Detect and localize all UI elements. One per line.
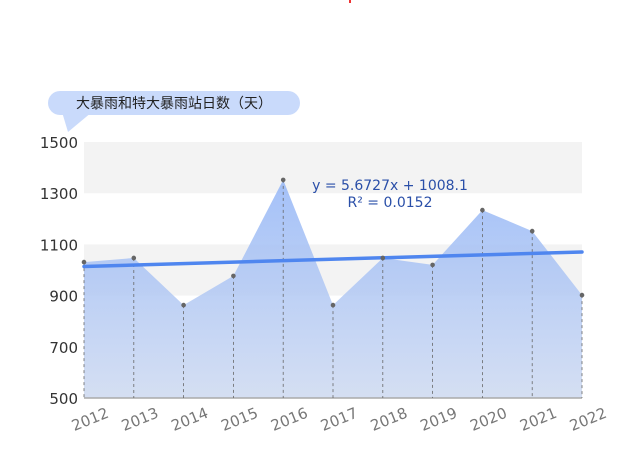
trend-r2: R² = 0.0152	[348, 195, 433, 211]
data-point	[280, 177, 286, 183]
x-tick-label: 2022	[567, 404, 609, 435]
data-point	[181, 302, 186, 308]
data-point	[380, 255, 386, 261]
x-tick-label: 2013	[119, 404, 161, 435]
x-tick-label: 2016	[268, 404, 310, 435]
y-tick-label: 1300	[40, 185, 78, 203]
x-tick-label: 2014	[169, 404, 211, 435]
x-tick-label: 2021	[517, 404, 559, 435]
x-tick-label: 2017	[318, 404, 360, 435]
y-tick-label: 900	[49, 288, 78, 306]
x-tick-label: 2018	[368, 404, 410, 435]
x-tick-label: 2020	[467, 404, 509, 435]
area-series	[84, 179, 582, 398]
data-point	[529, 228, 535, 234]
data-point	[579, 292, 585, 298]
red-mark	[349, 0, 351, 3]
title-bubble: 大暴雨和特大暴雨站日数（天）	[48, 91, 300, 132]
chart-title: 大暴雨和特大暴雨站日数（天）	[76, 96, 272, 112]
x-tick-label: 2012	[69, 404, 111, 435]
data-point	[330, 302, 336, 308]
data-point	[480, 207, 485, 213]
y-tick-label: 1500	[40, 134, 78, 152]
grid-band	[84, 142, 582, 194]
x-tick-label: 2015	[218, 404, 260, 435]
data-point	[231, 273, 236, 279]
trendline	[82, 250, 584, 269]
x-tick-label: 2019	[418, 404, 460, 435]
y-tick-label: 700	[49, 339, 78, 357]
trend-equation: y = 5.6727x + 1008.1	[312, 178, 468, 194]
data-point	[131, 255, 137, 261]
data-point	[430, 262, 435, 268]
y-tick-label: 500	[49, 390, 78, 408]
y-tick-label: 1100	[40, 236, 78, 254]
data-point	[81, 259, 87, 265]
